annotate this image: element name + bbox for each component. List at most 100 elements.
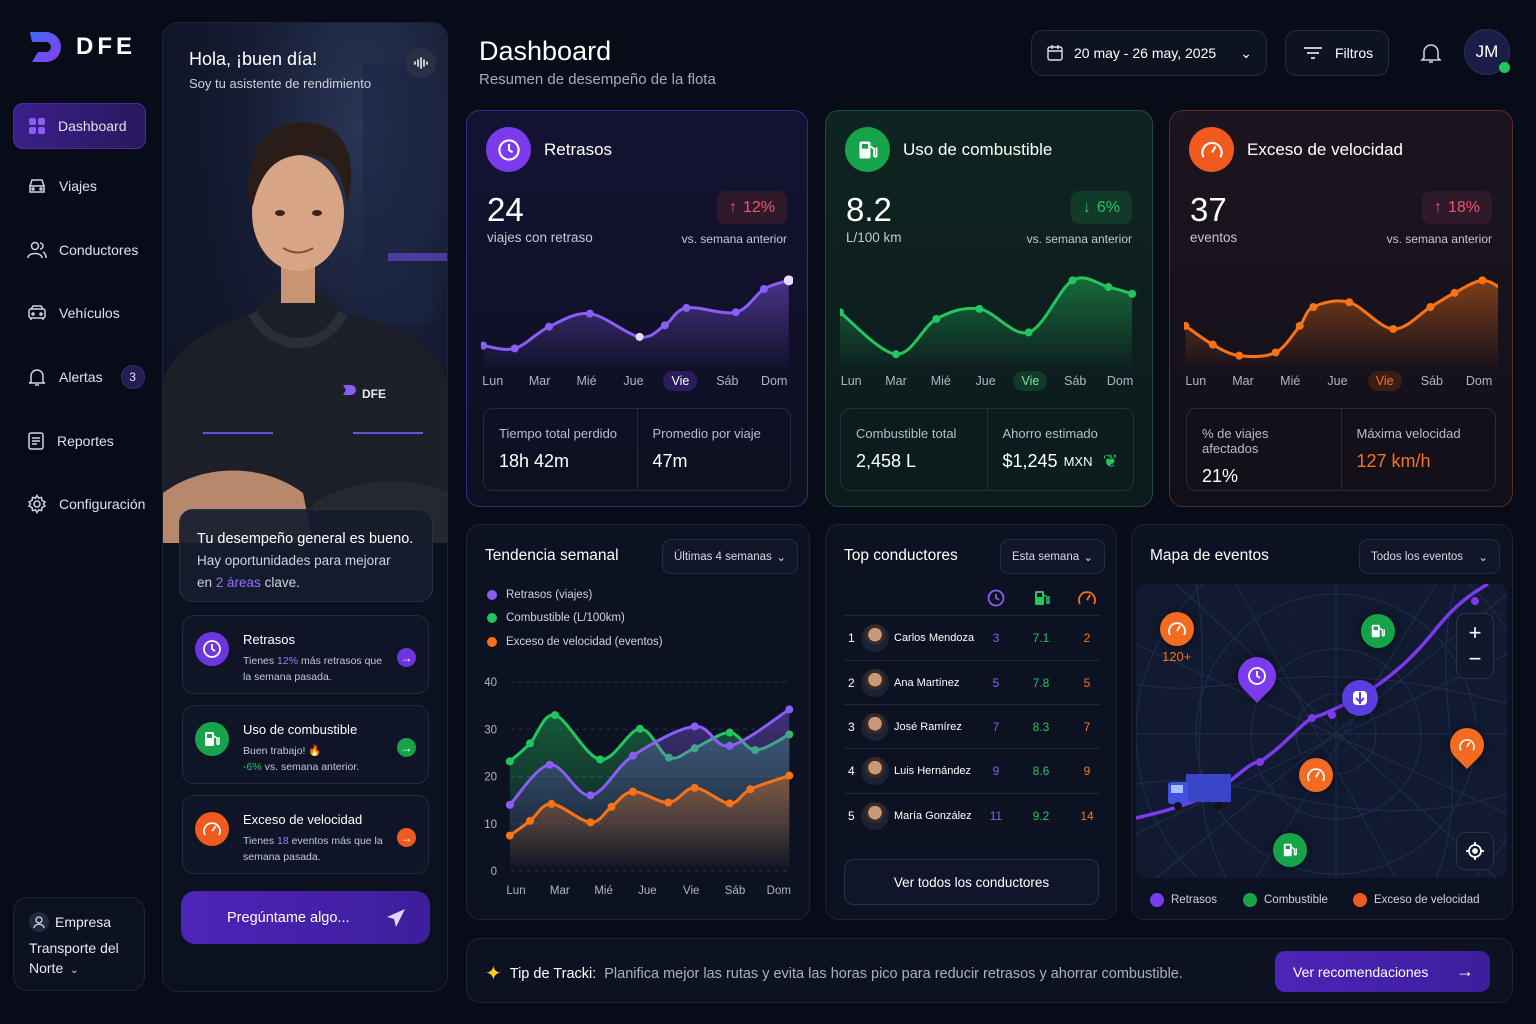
day-label-Dom[interactable]: Dom (761, 374, 788, 388)
kpi-card-combustible[interactable]: Uso de combustible 8.2 L/100 km ↓ 6% vs. sema… (825, 110, 1153, 507)
sparkline-point (660, 321, 669, 330)
day-label-Lun[interactable]: Lun (482, 374, 504, 388)
brand-logo[interactable]: DFE (28, 30, 136, 64)
filter-icon (1304, 47, 1322, 59)
sidebar-item-alertas[interactable]: Alertas 3 (13, 354, 146, 400)
fuel-event-marker[interactable] (1273, 833, 1307, 867)
table-row[interactable]: 4 Luis Hernández 9 8.6 9 (844, 748, 1100, 792)
period-dropdown[interactable]: Esta semana ⌄ (1000, 539, 1105, 574)
day-label-Vie[interactable]: Vie (1013, 371, 1048, 391)
y-tick-label: 10 (484, 819, 497, 831)
clock-icon (1248, 667, 1266, 685)
day-label-Lun[interactable]: Lun (840, 374, 862, 388)
sidebar-item-viajes[interactable]: Viajes (13, 163, 146, 209)
day-label-Jue[interactable]: Jue (1327, 374, 1348, 388)
assistant-avatar-image: DFE (163, 63, 447, 543)
filters-button[interactable]: Filtros (1285, 30, 1389, 76)
day-label-Vie[interactable]: Vie (663, 371, 698, 391)
insight-highlight: 12% (277, 655, 299, 667)
date-range-picker[interactable]: 20 may - 26 may, 2025 ⌄ (1031, 30, 1267, 76)
sidebar-item-configuracion[interactable]: Configuración (13, 481, 146, 527)
data-point (725, 728, 734, 737)
table-row[interactable]: 2 Ana Martínez 5 7.8 5 (844, 660, 1100, 704)
day-label-Dom[interactable]: Dom (1106, 374, 1134, 388)
chevron-down-icon: ⌄ (1240, 44, 1252, 61)
stat-item: Ahorro estimado $1,245 MXN ❦ (986, 409, 1134, 490)
insight-card-velocidad[interactable]: Exceso de velocidad Tienes 18 eventos má… (182, 795, 429, 874)
event-map[interactable]: 120+ + − (1136, 584, 1507, 878)
sparkline-point (1208, 340, 1217, 349)
event-filter-value: Todos los eventos (1371, 550, 1464, 563)
kpi-title: Exceso de velocidad (1247, 140, 1403, 159)
kpi-stats: Tiempo total perdido 18h 42m Promedio por … (483, 408, 791, 491)
day-label-Lun[interactable]: Lun (1185, 374, 1207, 388)
tip-label: Tip de Tracki: (509, 965, 597, 982)
table-row[interactable]: 3 José Ramírez 7 8.3 7 (844, 704, 1100, 748)
merge-event-marker[interactable] (1342, 680, 1378, 716)
sparkline-point (635, 332, 644, 341)
range-dropdown[interactable]: Últimas 4 semanas ⌄ (662, 539, 798, 574)
day-label-Mié[interactable]: Mié (1280, 374, 1301, 388)
arrow-right-icon[interactable]: → (397, 738, 416, 757)
bell-icon (1420, 44, 1442, 63)
event-filter-dropdown[interactable]: Todos los eventos ⌄ (1359, 539, 1500, 574)
notifications-button[interactable] (1420, 42, 1442, 64)
ask-label: Pregúntame algo... (227, 909, 350, 926)
stat-label: Tiempo total perdido (499, 426, 618, 441)
day-label-Mar[interactable]: Mar (1232, 374, 1254, 388)
day-label-Dom[interactable]: Dom (1465, 374, 1493, 388)
delay-event-marker[interactable] (1230, 649, 1284, 703)
clock-icon (486, 127, 531, 172)
stat-label: % de viajes afectados (1202, 426, 1269, 456)
day-label-Jue[interactable]: Jue (975, 374, 996, 388)
company-selector[interactable]: Empresa Transporte del Norte ⌄ (13, 897, 145, 991)
data-point (526, 816, 535, 825)
day-label-Sáb[interactable]: Sáb (716, 374, 739, 388)
arrow-right-icon[interactable]: → (397, 828, 416, 847)
table-row[interactable]: 1 Carlos Mendoza 3 7.1 2 (844, 615, 1100, 659)
day-label-Sáb[interactable]: Sáb (1420, 374, 1444, 388)
day-label-Jue[interactable]: Jue (623, 374, 644, 388)
day-label-Mié[interactable]: Mié (576, 374, 597, 388)
sidebar-item-label: Viajes (59, 178, 97, 194)
stat-item: Máxima velocidad 127 km/h (1340, 409, 1496, 490)
data-point (550, 711, 559, 720)
sidebar-item-conductores[interactable]: Conductores (13, 227, 146, 273)
driver-name: Carlos Mendoza (894, 631, 975, 644)
sparkline-point (585, 309, 594, 318)
sidebar-item-reportes[interactable]: Reportes (13, 418, 146, 464)
day-label-Mié[interactable]: Mié (930, 374, 951, 388)
day-label-Mar[interactable]: Mar (885, 374, 907, 388)
view-all-drivers-button[interactable]: Ver todos los conductores (844, 859, 1099, 905)
day-label-Sáb[interactable]: Sáb (1064, 374, 1087, 388)
zoom-in-button[interactable]: + (1468, 620, 1482, 645)
kpi-sparkline (840, 276, 1137, 371)
legend-swatch (1150, 893, 1164, 907)
locate-button[interactable] (1456, 832, 1494, 870)
day-label-Mar[interactable]: Mar (528, 374, 551, 388)
sparkline-point (932, 314, 941, 323)
zoom-out-button[interactable]: − (1468, 646, 1482, 671)
speeding-event-marker[interactable] (1442, 720, 1492, 770)
voice-button[interactable] (406, 48, 436, 78)
speeding-event-marker[interactable] (1299, 758, 1333, 792)
ask-assistant-button[interactable]: Pregúntame algo... (181, 891, 430, 944)
sparkline-point (1295, 321, 1304, 330)
table-row[interactable]: 5 María González 11 9.2 14 (844, 793, 1100, 837)
chevron-down-icon: ⌄ (1083, 551, 1093, 564)
legend-swatch (1353, 893, 1367, 907)
sidebar-item-vehiculos[interactable]: Vehículos (13, 290, 146, 336)
sparkle-icon: ✦ (485, 963, 502, 985)
speeding-cluster-marker[interactable] (1160, 612, 1194, 646)
insight-card-retrasos[interactable]: Retrasos Tienes 12% más retrasos que la … (182, 615, 429, 694)
view-recommendations-button[interactable]: Ver recomendaciones → (1275, 951, 1490, 992)
arrow-right-icon[interactable]: → (397, 648, 416, 667)
day-label-Vie[interactable]: Vie (1367, 371, 1402, 391)
stat-item: Combustible total 2,458 L (841, 409, 987, 490)
fuel-event-marker[interactable] (1361, 614, 1395, 648)
insight-card-combustible[interactable]: Uso de combustible Buen trabajo! 🔥 -6% vs… (182, 705, 429, 784)
kpi-card-velocidad[interactable]: Exceso de velocidad 37 eventos ↑ 18% vs. sema… (1169, 110, 1513, 507)
sidebar-item-dashboard[interactable]: Dashboard (13, 103, 146, 149)
kpi-card-retrasos[interactable]: Retrasos 24 viajes con retraso ↑ 12% vs. sema… (466, 110, 808, 507)
stat-item: Promedio por viaje 47m (636, 409, 791, 490)
